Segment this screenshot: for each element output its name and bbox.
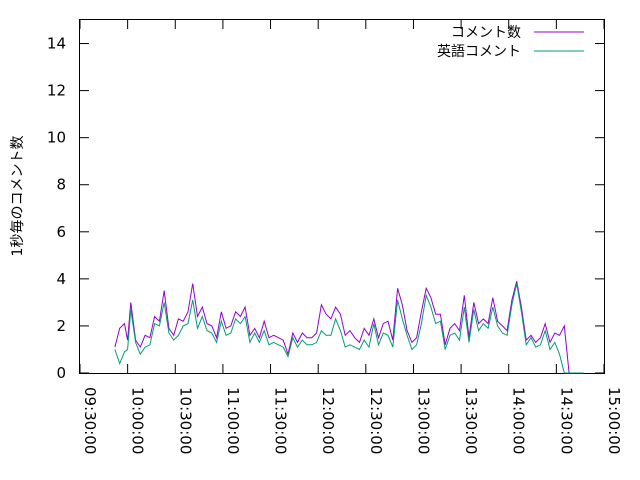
- y-tick-label: 0: [56, 364, 66, 382]
- y-tick-label: 14: [47, 35, 66, 53]
- legend-label-comments: コメント数: [451, 25, 521, 41]
- x-tick-label: 15:00:00: [605, 387, 623, 454]
- legend: コメント数 英語コメント: [437, 25, 584, 60]
- x-tick-label: 10:00:00: [129, 387, 147, 454]
- x-tick-label: 14:00:00: [510, 387, 528, 454]
- x-axis: 09:30:00 10:00:00 10:30:00 11:00:00 11:30:00…: [79, 20, 623, 454]
- y-axis: 0 2 4 6 8 10 12 14: [47, 35, 604, 382]
- y-tick-label: 10: [47, 129, 66, 147]
- x-tick-label: 11:00:00: [224, 387, 242, 454]
- x-tick-label: 12:00:00: [319, 387, 337, 454]
- x-tick-label: 10:30:00: [176, 387, 194, 454]
- x-tick-label: 13:30:00: [462, 387, 480, 454]
- y-axis-title: 1秒毎のコメント数: [10, 136, 26, 257]
- x-tick-label: 09:30:00: [81, 387, 99, 454]
- x-tick-label: 14:30:00: [557, 387, 575, 454]
- x-tick-label: 11:30:00: [272, 387, 290, 454]
- series-layer: [114, 281, 584, 374]
- x-tick-label: 13:00:00: [414, 387, 432, 454]
- series-line-english: [114, 283, 584, 374]
- y-tick-label: 2: [56, 317, 66, 335]
- legend-label-english: 英語コメント: [437, 43, 521, 60]
- x-tick-label: 12:30:00: [367, 387, 385, 454]
- y-tick-label: 8: [56, 176, 66, 194]
- plot-frame: [79, 19, 605, 374]
- y-tick-label: 12: [47, 82, 66, 100]
- series-line-comments: [114, 281, 584, 374]
- y-tick-label: 4: [56, 270, 66, 288]
- y-tick-label: 6: [56, 223, 66, 241]
